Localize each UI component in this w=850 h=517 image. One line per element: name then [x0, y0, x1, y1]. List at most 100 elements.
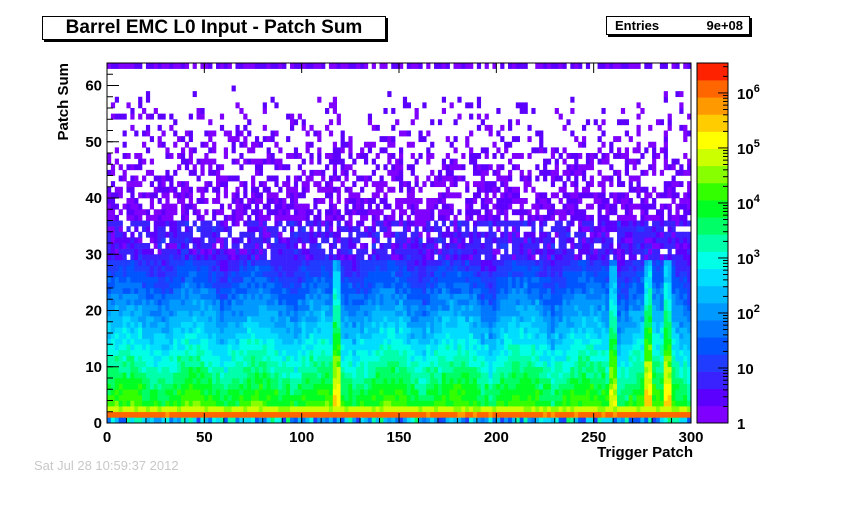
heatmap-cell — [367, 372, 373, 379]
heatmap-cell — [204, 333, 209, 339]
heatmap-cell — [527, 321, 532, 328]
heatmap-cell — [484, 113, 489, 120]
heatmap-cell — [286, 288, 291, 294]
heatmap-cell — [313, 316, 318, 323]
heatmap-cell — [535, 276, 540, 283]
heatmap-cell — [515, 355, 520, 362]
heatmap-cell — [165, 186, 170, 193]
heatmap-cell — [402, 209, 408, 216]
heatmap-cell — [321, 389, 326, 396]
heatmap-cell — [344, 321, 349, 328]
heatmap-cell — [461, 344, 466, 351]
heatmap-cell — [134, 349, 139, 356]
heatmap-cell — [251, 282, 256, 289]
heatmap-cell — [340, 333, 345, 339]
heatmap-cell — [282, 316, 287, 323]
heatmap-cell — [270, 209, 275, 216]
heatmap-cell — [188, 304, 193, 311]
heatmap-cell — [426, 130, 431, 137]
heatmap-cell — [134, 316, 139, 323]
heatmap-cell — [270, 372, 275, 379]
heatmap-cell — [297, 361, 302, 368]
heatmap-cell — [434, 344, 439, 351]
heatmap-cell — [399, 220, 404, 227]
heatmap-cell — [309, 175, 314, 182]
heatmap-cell — [289, 406, 295, 413]
heatmap-cell — [426, 237, 431, 244]
heatmap-cell — [437, 333, 443, 339]
heatmap-cell — [414, 333, 419, 339]
heatmap-cell — [134, 344, 139, 351]
heatmap-cell — [239, 271, 244, 278]
heatmap-cell — [134, 271, 139, 278]
heatmap-cell — [445, 333, 450, 339]
heatmap-cell — [192, 254, 197, 261]
heatmap-cell — [223, 417, 228, 424]
heatmap-cell — [543, 327, 548, 334]
heatmap-cell — [469, 243, 474, 249]
heatmap-cell — [251, 299, 256, 306]
heatmap-cell — [305, 288, 310, 294]
heatmap-cell — [476, 321, 482, 328]
heatmap-cell — [476, 344, 482, 351]
heatmap-cell — [344, 254, 349, 261]
heatmap-cell — [196, 349, 201, 356]
heatmap-cell — [282, 344, 287, 351]
heatmap-cell — [484, 293, 489, 300]
heatmap-cell — [363, 366, 369, 373]
heatmap-cell — [289, 344, 295, 351]
heatmap-cell — [274, 214, 279, 221]
heatmap-cell — [309, 316, 314, 323]
heatmap-cell — [480, 327, 485, 334]
heatmap-cell — [441, 108, 447, 114]
heatmap-cell — [321, 282, 326, 289]
heatmap-cell — [465, 136, 470, 143]
heatmap-cell — [325, 124, 330, 131]
heatmap-cell — [363, 310, 369, 317]
heatmap-cell — [200, 169, 205, 176]
heatmap-cell — [270, 243, 275, 249]
heatmap-cell — [480, 198, 485, 204]
heatmap-cell — [317, 316, 322, 323]
heatmap-cell — [476, 153, 482, 159]
heatmap-cell — [305, 259, 310, 266]
heatmap-cell — [492, 355, 497, 362]
heatmap-cell — [289, 248, 295, 255]
heatmap-cell — [496, 316, 501, 323]
heatmap-cell — [395, 254, 400, 261]
heatmap-cell — [262, 344, 267, 351]
heatmap-cell — [219, 203, 225, 210]
heatmap-cell — [266, 349, 271, 356]
heatmap-cell — [422, 417, 427, 424]
heatmap-cell — [543, 378, 548, 384]
heatmap-cell — [262, 349, 267, 356]
heatmap-cell — [297, 394, 302, 401]
heatmap-cell — [430, 327, 435, 334]
heatmap-cell — [387, 338, 392, 345]
heatmap-cell — [169, 226, 174, 233]
heatmap-cell — [192, 259, 197, 266]
heatmap-cell — [212, 338, 217, 345]
heatmap-cell — [258, 400, 264, 407]
heatmap-cell — [278, 378, 283, 384]
heatmap-cell — [508, 383, 513, 390]
heatmap-cell — [430, 254, 435, 261]
heatmap-cell — [282, 282, 287, 289]
heatmap-cell — [239, 327, 244, 334]
heatmap-cell — [204, 186, 209, 193]
heatmap-cell — [348, 338, 353, 345]
heatmap-cell — [134, 214, 139, 221]
heatmap-cell — [356, 293, 361, 300]
heatmap-cell — [410, 119, 415, 126]
heatmap-cell — [531, 147, 536, 154]
heatmap-cell — [476, 214, 482, 221]
heatmap-cell — [449, 321, 454, 328]
heatmap-cell — [110, 372, 116, 379]
heatmap-cell — [254, 333, 260, 339]
heatmap-cell — [414, 113, 419, 120]
heatmap-cell — [309, 63, 314, 69]
heatmap-cell — [328, 276, 334, 283]
heatmap-cell — [161, 259, 166, 266]
heatmap-cell — [543, 310, 548, 317]
heatmap-cell — [149, 394, 155, 401]
